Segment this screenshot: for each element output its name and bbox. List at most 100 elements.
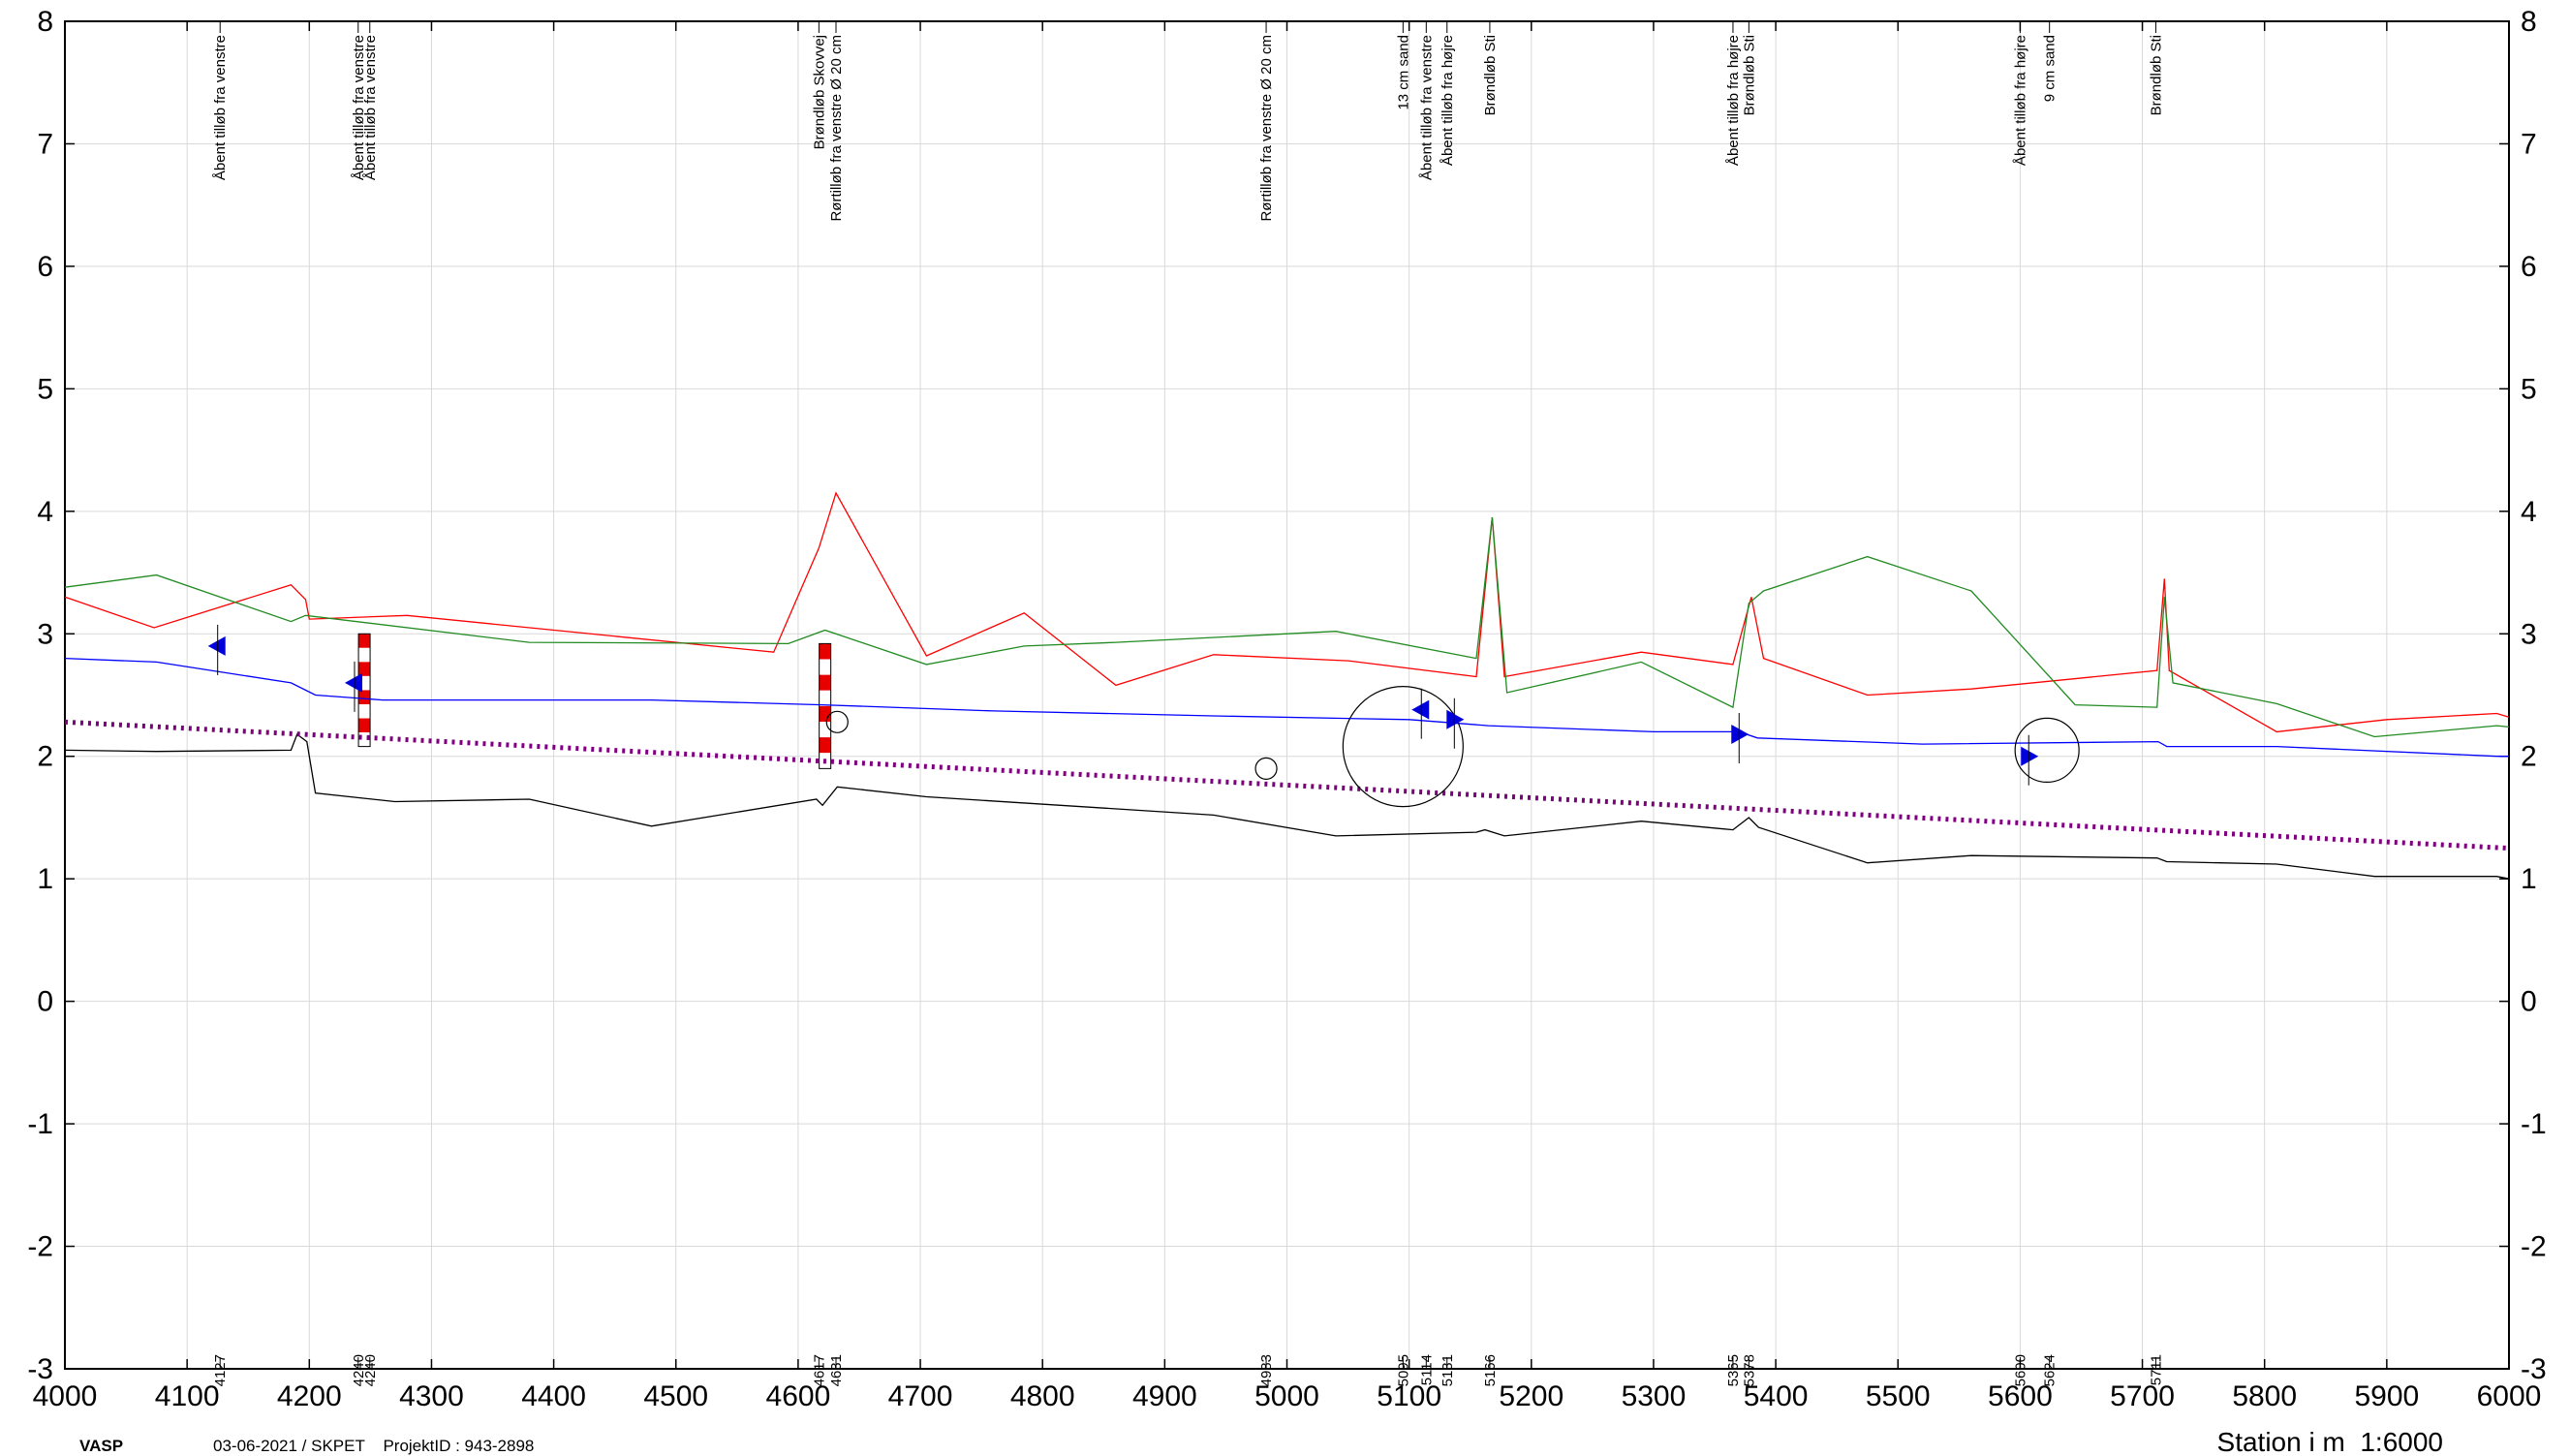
- annotation-label: Åbent tilløb fra højre: [1440, 35, 1456, 166]
- y-tick-label-right: 7: [2521, 128, 2537, 160]
- x-tick-label: 5700: [2110, 1380, 2175, 1412]
- x-tick-label: 5000: [1254, 1380, 1319, 1412]
- y-tick-label-right: -1: [2521, 1108, 2547, 1140]
- y-tick-label-left: 3: [37, 618, 53, 650]
- culvert-segment: [819, 674, 831, 691]
- series-black-line: [64, 732, 2510, 880]
- annotation-station-label: 5095: [1395, 1354, 1411, 1386]
- x-tick-label: 5800: [2232, 1380, 2297, 1412]
- x-tick-label: 4500: [643, 1380, 708, 1412]
- culvert-outline: [819, 642, 832, 769]
- footer-meta: 03-06-2021 / SKPET ProjektID : 943-2898: [213, 1437, 534, 1455]
- culvert-segment: [358, 690, 371, 704]
- y-tick-label-left: 8: [37, 6, 53, 38]
- annotation-label: 9 cm sand: [2042, 35, 2059, 102]
- inflow-marker: [2021, 746, 2039, 766]
- culvert-segment: [358, 703, 371, 719]
- annotation-station-label: 5711: [2148, 1354, 2164, 1385]
- annotation-station-label: 5378: [1741, 1354, 1757, 1386]
- annotation-station-label: 5166: [1482, 1354, 1499, 1386]
- y-tick-label-right: 2: [2521, 741, 2537, 773]
- annotation-station-label: 5114: [1418, 1354, 1435, 1385]
- annotation-station-label: 5600: [2012, 1354, 2028, 1386]
- x-tick-label: 5200: [1499, 1380, 1564, 1412]
- annotation-label: Åbent tilløb fra højre: [2012, 35, 2028, 166]
- x-tick-label: 4200: [277, 1380, 342, 1412]
- inflow-marker: [344, 672, 362, 693]
- footer-org: VASP: [79, 1437, 123, 1455]
- series-red-line: [64, 491, 2510, 733]
- x-tick-label: 4100: [155, 1380, 220, 1412]
- series-green-line: [64, 517, 2510, 738]
- x-tick-label: 5600: [1988, 1380, 2053, 1412]
- annotation-station-label: 5131: [1440, 1354, 1456, 1386]
- annotation-station-label: 4617: [811, 1354, 827, 1386]
- tick-labels: 4000 4100 4200 4300 4400 4500 4600 4700 4800 4900…: [27, 6, 2546, 1412]
- y-tick-label-right: -2: [2521, 1231, 2547, 1263]
- inflow-marker: [1446, 709, 1465, 729]
- annotation-station-label: 4631: [828, 1354, 845, 1386]
- x-tick-label: 6000: [2477, 1380, 2542, 1412]
- culvert-segment: [819, 705, 831, 723]
- x-tick-label: 5500: [1866, 1380, 1931, 1412]
- y-tick-label-right: 1: [2521, 863, 2537, 895]
- y-tick-label-right: 3: [2521, 618, 2537, 650]
- y-tick-label-right: 8: [2521, 6, 2537, 38]
- annotation-label: Brøndløb Sti: [1741, 35, 1757, 115]
- x-tick-label: 5900: [2354, 1380, 2419, 1412]
- inflow-marker: [207, 635, 226, 656]
- inflow-marker: [1411, 699, 1430, 720]
- x-axis-title: Station i m 1:6000: [2217, 1427, 2443, 1456]
- annotation-station-label: 4240: [351, 1354, 367, 1386]
- plot-border: [64, 20, 2510, 1370]
- x-tick-label: 5100: [1377, 1380, 1441, 1412]
- y-tick-label-left: 6: [37, 251, 53, 283]
- annotation-label: Åbent tilløb fra højre: [1725, 35, 1742, 166]
- plot-frame: [64, 20, 2510, 1370]
- culvert-segment: [819, 643, 831, 660]
- x-tick-label: 5300: [1622, 1380, 1687, 1412]
- y-tick-label-left: 7: [37, 128, 53, 160]
- culverts: [357, 633, 832, 769]
- annotation-label: Åbent tilløb fra venstre: [1418, 35, 1435, 180]
- annotation-label: Brøndløb Sti: [1482, 35, 1499, 115]
- annotation-label: Rørtilløb fra venstre Ø 20 cm: [1258, 35, 1275, 222]
- y-tick-label-left: -3: [27, 1353, 53, 1385]
- x-tick-label: 4800: [1010, 1380, 1075, 1412]
- annotation-label: Brøndløb Skovvej: [811, 35, 827, 149]
- x-tick-label: 4900: [1132, 1380, 1197, 1412]
- y-tick-label-left: 5: [37, 373, 53, 405]
- annotation-station-label: 4240: [362, 1354, 379, 1386]
- y-tick-label-right: 6: [2521, 251, 2537, 283]
- sand-circle: [1342, 686, 1464, 808]
- x-tick-label: 4300: [399, 1380, 464, 1412]
- sand-circles: [825, 686, 2080, 808]
- annotation-station-label: 5365: [1725, 1354, 1742, 1386]
- annotation-label: Åbent tilløb fra venstre: [362, 35, 379, 180]
- annotation-station-label: 5624: [2042, 1354, 2059, 1386]
- y-tick-label-right: -3: [2521, 1353, 2547, 1385]
- annotation-label: Åbent tilløb fra venstre: [351, 35, 367, 180]
- y-tick-label-left: 0: [37, 986, 53, 1018]
- inflow-markers: [207, 624, 2039, 786]
- culvert-segment: [819, 722, 831, 738]
- sand-circle: [2014, 717, 2080, 784]
- sand-circle: [825, 710, 849, 733]
- y-tick-label-left: -1: [27, 1108, 53, 1140]
- y-tick-label-left: 1: [37, 863, 53, 895]
- annotation-station-label: 4983: [1258, 1354, 1275, 1386]
- x-tick-label: 5400: [1744, 1380, 1809, 1412]
- annotations: Åbent tilløb fra venstre 4127 Åbent tilløb…: [212, 21, 2164, 1386]
- y-tick-label-left: 4: [37, 496, 53, 528]
- y-tick-label-right: 4: [2521, 496, 2537, 528]
- series-purple-line: [64, 719, 2510, 852]
- x-tick-label: 4400: [521, 1380, 586, 1412]
- annotation-label: Brøndløb Sti: [2148, 35, 2164, 115]
- x-tick-label: 4000: [33, 1380, 98, 1412]
- y-tick-label-right: 5: [2521, 373, 2537, 405]
- culvert-segment: [358, 647, 371, 663]
- culvert-segment: [358, 718, 371, 733]
- x-tick-label: 4700: [888, 1380, 953, 1412]
- culvert-segment: [358, 634, 371, 648]
